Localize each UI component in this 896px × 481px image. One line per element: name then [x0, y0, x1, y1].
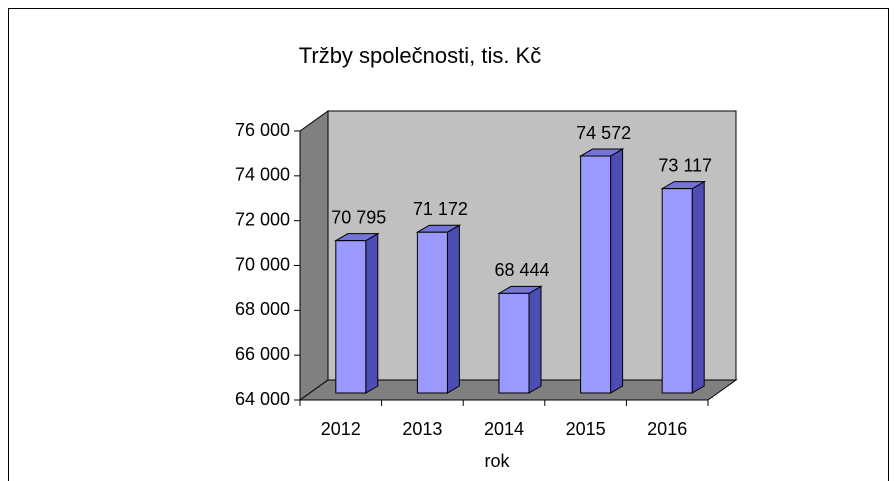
x-tick-label: 2012	[321, 419, 361, 439]
x-tick-label: 2016	[647, 419, 687, 439]
bar-side	[446, 224, 460, 394]
y-tick-label: 76 000	[235, 120, 290, 140]
bar	[580, 155, 612, 394]
y-tick-label: 72 000	[235, 209, 290, 229]
x-tick-label: 2014	[484, 419, 524, 439]
value-label: 68 444	[494, 260, 549, 280]
bar	[498, 292, 530, 394]
x-axis-label: rok	[484, 451, 510, 471]
y-tick-label: 66 000	[235, 344, 290, 364]
value-label: 71 172	[413, 199, 468, 219]
value-label: 74 572	[576, 123, 631, 143]
side-wall	[299, 110, 329, 401]
bar-side	[610, 148, 624, 394]
bar-side	[691, 180, 705, 394]
y-tick-label: 68 000	[235, 299, 290, 319]
bar-side	[528, 285, 542, 394]
bar-side	[365, 232, 379, 394]
bar	[335, 240, 367, 394]
bar	[661, 188, 693, 394]
x-tick-label: 2013	[402, 419, 442, 439]
value-label: 70 795	[331, 207, 386, 227]
y-tick-label: 64 000	[235, 389, 290, 409]
chart-title: Tržby společnosti, tis. Kč	[299, 43, 541, 68]
x-tick-label: 2015	[566, 419, 606, 439]
y-tick-label: 74 000	[235, 165, 290, 185]
y-tick-label: 70 000	[235, 254, 290, 274]
bar	[416, 231, 448, 394]
value-label: 73 117	[658, 155, 712, 175]
